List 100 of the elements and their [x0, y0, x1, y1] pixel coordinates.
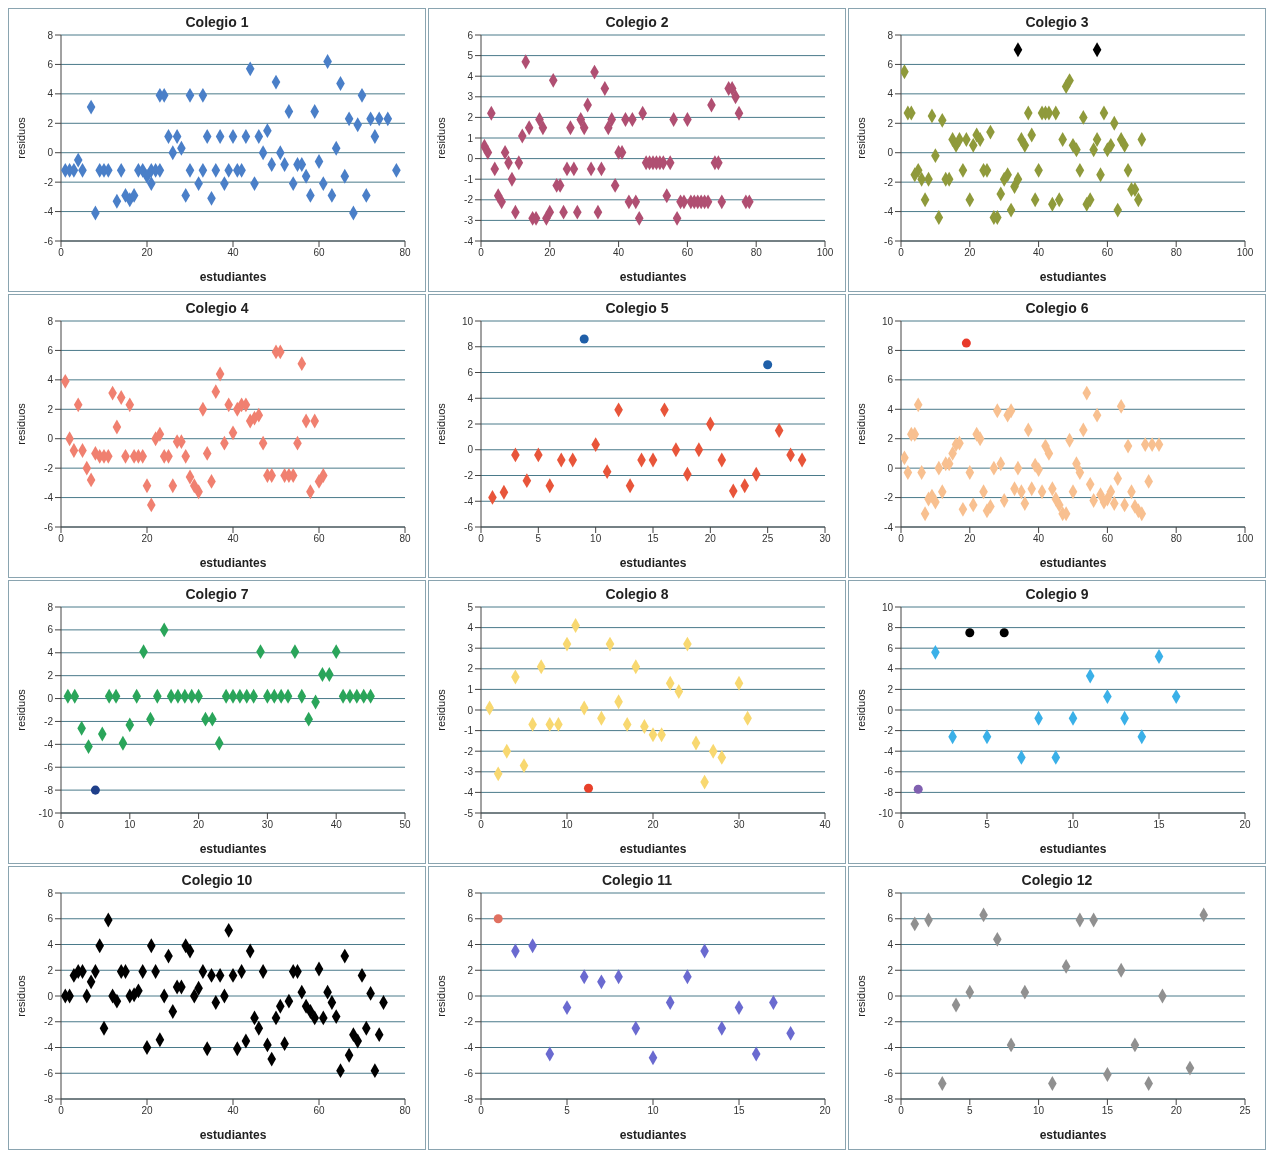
y-tick-label: -10	[38, 807, 54, 819]
y-tick-label: -6	[44, 1067, 54, 1079]
x-tick-label: 0	[58, 533, 65, 545]
x-tick-label: 25	[1239, 1105, 1251, 1117]
x-tick-label: 60	[681, 247, 694, 259]
x-tick-label: 80	[1170, 533, 1183, 545]
x-axis-title: estudiantes	[1039, 556, 1107, 570]
y-tick-label: 4	[467, 622, 474, 634]
y-tick-label: 8	[887, 622, 894, 634]
y-tick-label: 6	[467, 29, 474, 41]
x-tick-label: 20	[141, 247, 153, 259]
y-tick-label: -8	[44, 1093, 54, 1105]
y-tick-label: 6	[467, 913, 474, 925]
x-tick-label: 60	[1101, 533, 1114, 545]
x-tick-label: 15	[1153, 819, 1165, 831]
y-tick-label: -2	[884, 725, 894, 737]
x-axis-title: estudiantes	[199, 556, 267, 570]
x-tick-label: 0	[898, 819, 905, 831]
point	[965, 628, 975, 638]
y-tick-label: 2	[47, 403, 54, 415]
y-tick-label: -1	[464, 173, 474, 185]
y-tick-label: 2	[467, 964, 474, 976]
y-tick-label: 8	[467, 887, 474, 899]
y-tick-label: -6	[464, 1067, 474, 1079]
x-tick-label: 40	[819, 819, 831, 831]
x-tick-label: 30	[733, 819, 745, 831]
y-axis-title: residuos	[14, 688, 27, 731]
y-tick-label: -2	[884, 1016, 894, 1028]
x-tick-label: 60	[313, 1105, 325, 1117]
y-tick-label: 0	[47, 433, 54, 445]
y-tick-label: 0	[467, 990, 474, 1002]
y-tick-label: 0	[47, 147, 54, 159]
chart-title: Colegio 7	[184, 586, 250, 602]
x-tick-label: 40	[1033, 533, 1045, 545]
y-tick-label: -2	[884, 492, 894, 504]
chart-title: Colegio 6	[1024, 300, 1090, 316]
x-tick-label: 80	[399, 533, 411, 545]
x-tick-label: 25	[762, 533, 774, 545]
chart-title: Colegio 1	[184, 14, 250, 30]
chart-title: Colegio 3	[1024, 14, 1090, 30]
y-tick-label: -6	[884, 766, 894, 778]
y-tick-label: -4	[464, 235, 474, 247]
y-tick-label: -2	[884, 176, 894, 188]
x-axis-title: estudiantes	[199, 1128, 267, 1142]
point	[493, 914, 503, 924]
y-tick-label: 6	[887, 913, 894, 925]
y-axis-title: residuos	[14, 974, 27, 1017]
y-tick-label: 0	[467, 444, 474, 456]
y-tick-label: 2	[887, 433, 894, 445]
x-tick-label: 30	[819, 533, 831, 545]
point	[763, 360, 773, 370]
y-tick-label: 0	[887, 704, 894, 716]
y-tick-label: 2	[47, 964, 54, 976]
x-tick-label: 10	[124, 819, 136, 831]
y-tick-label: -4	[464, 786, 474, 798]
chart-title: Colegio 10	[180, 872, 254, 888]
y-tick-label: 5	[467, 601, 474, 613]
x-axis-title: estudiantes	[1039, 1128, 1107, 1142]
y-tick-label: -2	[44, 715, 54, 727]
x-tick-label: 40	[227, 533, 239, 545]
y-tick-label: -2	[44, 176, 54, 188]
x-tick-label: 40	[330, 819, 343, 831]
y-tick-label: 4	[47, 88, 54, 100]
x-tick-label: 15	[1101, 1105, 1114, 1117]
y-tick-label: -4	[44, 1042, 54, 1054]
x-tick-label: 60	[1101, 247, 1114, 259]
x-tick-label: 0	[478, 247, 485, 259]
y-tick-label: -6	[44, 235, 54, 247]
x-tick-label: 20	[141, 1105, 153, 1117]
x-tick-label: 20	[1170, 1105, 1183, 1117]
x-tick-label: 20	[964, 247, 976, 259]
x-tick-label: 5	[564, 1105, 571, 1117]
y-tick-label: -6	[44, 761, 54, 773]
y-axis-title: residuos	[854, 974, 867, 1017]
x-tick-label: 40	[613, 247, 625, 259]
y-tick-label: -6	[884, 235, 894, 247]
y-tick-label: -4	[44, 492, 54, 504]
y-tick-label: -4	[884, 521, 894, 533]
y-tick-label: 6	[47, 344, 54, 356]
point	[999, 628, 1009, 638]
y-tick-label: 2	[887, 683, 894, 695]
y-tick-label: 6	[47, 624, 54, 636]
x-axis-title: estudiantes	[619, 270, 687, 284]
x-tick-label: 10	[1033, 1105, 1045, 1117]
point	[913, 784, 923, 794]
x-tick-label: 40	[227, 247, 239, 259]
y-tick-label: 2	[467, 663, 474, 675]
y-axis-title: residuos	[854, 116, 867, 159]
y-tick-label: 6	[887, 58, 894, 70]
y-tick-label: -4	[884, 1042, 894, 1054]
y-tick-label: 1	[467, 683, 474, 695]
x-tick-label: 20	[141, 533, 153, 545]
chart-title: Colegio 8	[604, 586, 670, 602]
y-tick-label: 8	[47, 315, 54, 327]
x-tick-label: 5	[967, 1105, 974, 1117]
x-axis-title: estudiantes	[1039, 842, 1107, 856]
y-tick-label: 8	[887, 29, 894, 41]
y-tick-label: 4	[47, 647, 54, 659]
y-tick-label: 4	[47, 374, 54, 386]
y-tick-label: 0	[887, 462, 894, 474]
